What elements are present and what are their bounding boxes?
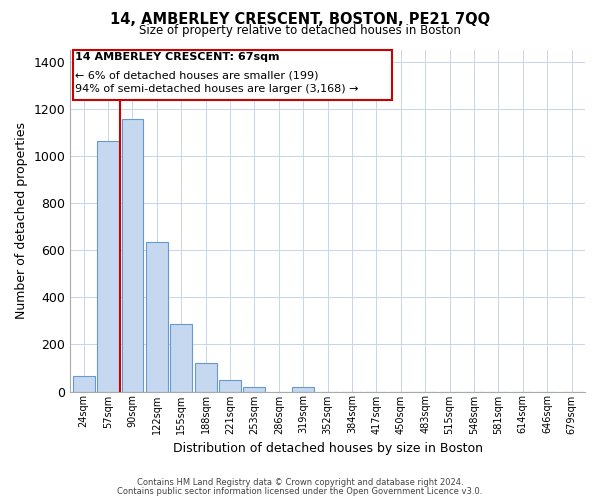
Bar	[97, 140, 119, 392]
Bar	[170, 324, 192, 392]
Bar	[194, 364, 217, 392]
Y-axis label: Number of detached properties: Number of detached properties	[15, 122, 28, 320]
Text: 14, AMBERLEY CRESCENT, BOSTON, PE21 7QQ: 14, AMBERLEY CRESCENT, BOSTON, PE21 7QQ	[110, 12, 490, 28]
Bar	[292, 387, 314, 392]
X-axis label: Distribution of detached houses by size in Boston: Distribution of detached houses by size …	[173, 442, 482, 455]
Bar	[146, 242, 168, 392]
Bar	[244, 387, 265, 392]
Bar	[73, 376, 95, 392]
FancyBboxPatch shape	[73, 50, 392, 100]
Text: ← 6% of detached houses are smaller (199)
94% of semi-detached houses are larger: ← 6% of detached houses are smaller (199…	[76, 70, 359, 94]
Text: Contains public sector information licensed under the Open Government Licence v3: Contains public sector information licen…	[118, 487, 482, 496]
Bar	[122, 120, 143, 392]
Text: Size of property relative to detached houses in Boston: Size of property relative to detached ho…	[139, 24, 461, 37]
Bar	[219, 380, 241, 392]
Text: 14 AMBERLEY CRESCENT: 67sqm: 14 AMBERLEY CRESCENT: 67sqm	[76, 52, 280, 62]
Text: Contains HM Land Registry data © Crown copyright and database right 2024.: Contains HM Land Registry data © Crown c…	[137, 478, 463, 487]
